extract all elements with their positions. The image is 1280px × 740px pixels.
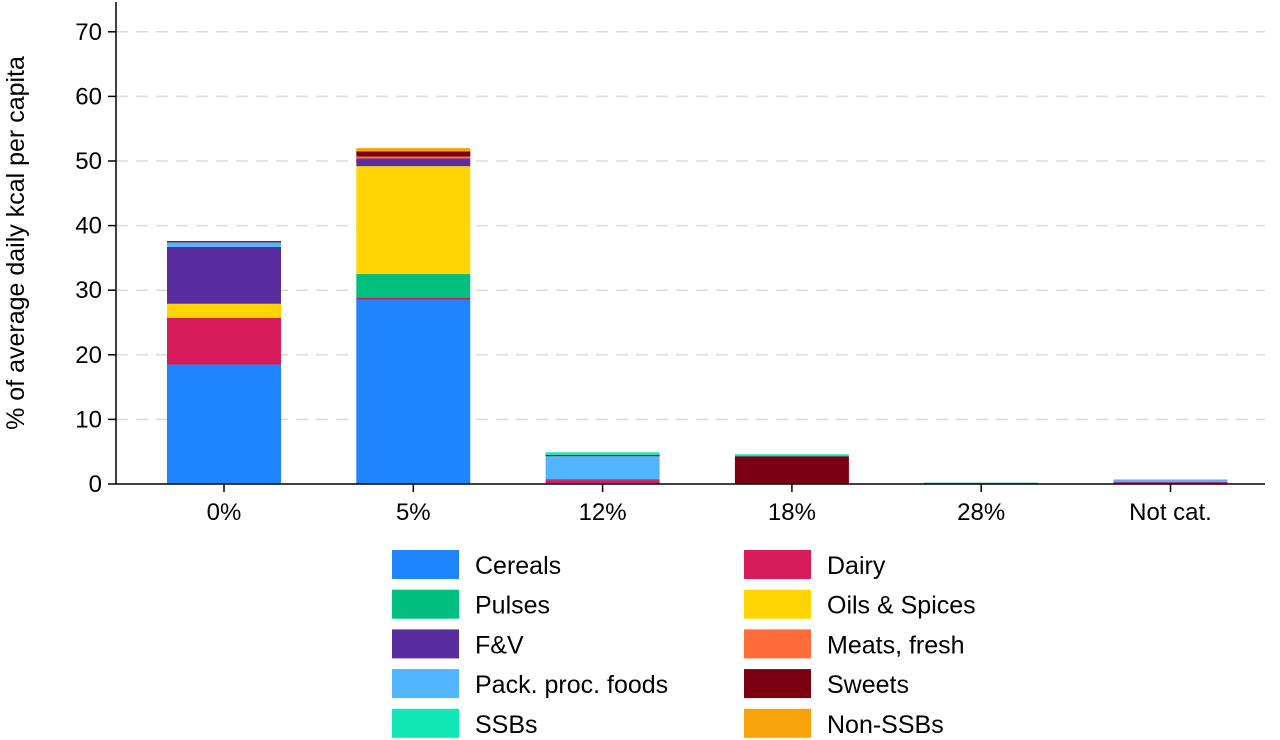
grid-lines — [116, 31, 1265, 421]
y-tick-label-30: 30 — [75, 277, 102, 304]
bar-0-oils-and-spices — [167, 303, 281, 318]
y-tick-label-0: 0 — [89, 471, 102, 498]
bar-12-dairy — [545, 480, 660, 484]
legend-label-pack-proc-foods: Pack. proc. foods — [475, 671, 668, 699]
x-tick-label-18: 18% — [768, 499, 816, 526]
legend-swatch-fandv — [392, 629, 459, 659]
bar-0-cereals — [167, 364, 281, 484]
y-tick-label-40: 40 — [75, 213, 102, 240]
legend-swatch-pulses — [392, 589, 459, 619]
legend-item-meats-fresh: Meats, fresh — [744, 629, 965, 659]
legend-item-pack-proc-foods: Pack. proc. foods — [392, 669, 668, 699]
axes — [115, 2, 1265, 485]
legend-label-dairy: Dairy — [827, 552, 886, 580]
bar-5-non-ssbs — [356, 148, 471, 152]
bar-0-pack-proc-foods — [167, 242, 281, 247]
y-tick-label-50: 50 — [75, 148, 102, 175]
bar-12-sweets — [545, 454, 660, 457]
legend-label-fandv: F&V — [475, 631, 524, 659]
bar-5-cereals — [356, 299, 471, 484]
legend-item-pulses: Pulses — [392, 589, 550, 620]
bar-5-sweets — [356, 151, 471, 157]
bar-12-pack-proc-foods — [545, 456, 660, 480]
y-axis-title: % of average daily kcal per capita — [2, 56, 30, 430]
legend-item-cereals: Cereals — [392, 550, 561, 580]
legend-swatch-pack-proc-foods — [392, 669, 459, 699]
bar-0-fandv — [167, 246, 281, 304]
legend-label-sweets: Sweets — [827, 671, 909, 699]
legend-label-oils-and-spices: Oils & Spices — [827, 592, 976, 620]
legend-item-fandv: F&V — [392, 629, 524, 659]
legend-label-non-ssbs: Non-SSBs — [827, 711, 944, 739]
legend-swatch-non-ssbs — [744, 708, 811, 738]
bar-5-dairy — [356, 297, 471, 300]
bar-5-meats-fresh — [356, 156, 471, 159]
y-tick-label-70: 70 — [75, 19, 102, 46]
bar-0-dairy — [167, 317, 281, 365]
legend-item-dairy: Dairy — [744, 550, 886, 580]
y-tick-label-60: 60 — [75, 83, 102, 110]
legend-item-non-ssbs: Non-SSBs — [744, 708, 944, 739]
y-tick-label-20: 20 — [75, 342, 102, 369]
bar-18-ssbs — [734, 454, 849, 457]
bar-not-cat-dairy — [1113, 482, 1228, 484]
bar-0-sweets — [167, 241, 281, 243]
bar-5-oils-and-spices — [356, 166, 471, 275]
bar-not-cat-pack-proc-foods — [1113, 479, 1228, 483]
x-tick-label-5: 5% — [396, 499, 431, 526]
y-tick-labels: 0 10 20 30 40 50 60 70 — [75, 19, 116, 498]
x-tick-label-0: 0% — [207, 499, 242, 526]
legend-item-oils-and-spices: Oils & Spices — [744, 589, 976, 620]
bar-12-ssbs — [545, 452, 660, 455]
legend-label-pulses: Pulses — [475, 592, 550, 620]
bar-5-pulses — [356, 274, 471, 298]
legend-swatch-ssbs — [392, 708, 459, 738]
x-tick-label-28: 28% — [957, 499, 1005, 526]
y-tick-label-10: 10 — [75, 406, 102, 433]
legend-label-ssbs: SSBs — [475, 711, 538, 739]
bar-stacks — [167, 148, 1228, 484]
legend-item-ssbs: SSBs — [392, 708, 538, 739]
bar-12-fandv — [545, 479, 660, 481]
legend-swatch-sweets — [744, 669, 811, 699]
legend-label-cereals: Cereals — [475, 552, 561, 580]
bar-5-fandv — [356, 158, 471, 167]
x-tick-label-not-cat: Not cat. — [1129, 499, 1212, 526]
legend-swatch-meats-fresh — [744, 629, 811, 659]
legend-swatch-oils-and-spices — [744, 589, 811, 619]
bar-18-sweets — [734, 456, 849, 484]
legend-label-meats-fresh: Meats, fresh — [827, 631, 965, 659]
legend-item-sweets: Sweets — [744, 669, 909, 699]
legend-swatch-cereals — [392, 550, 459, 579]
legend: Cereals Dairy Pulses Oils & Spices F&V Meats,… — [392, 550, 976, 739]
x-tick-labels: 0% 5% 12% 18% 28% Not cat. — [207, 484, 1212, 526]
legend-swatch-dairy — [744, 550, 811, 579]
x-tick-label-12: 12% — [579, 499, 627, 526]
